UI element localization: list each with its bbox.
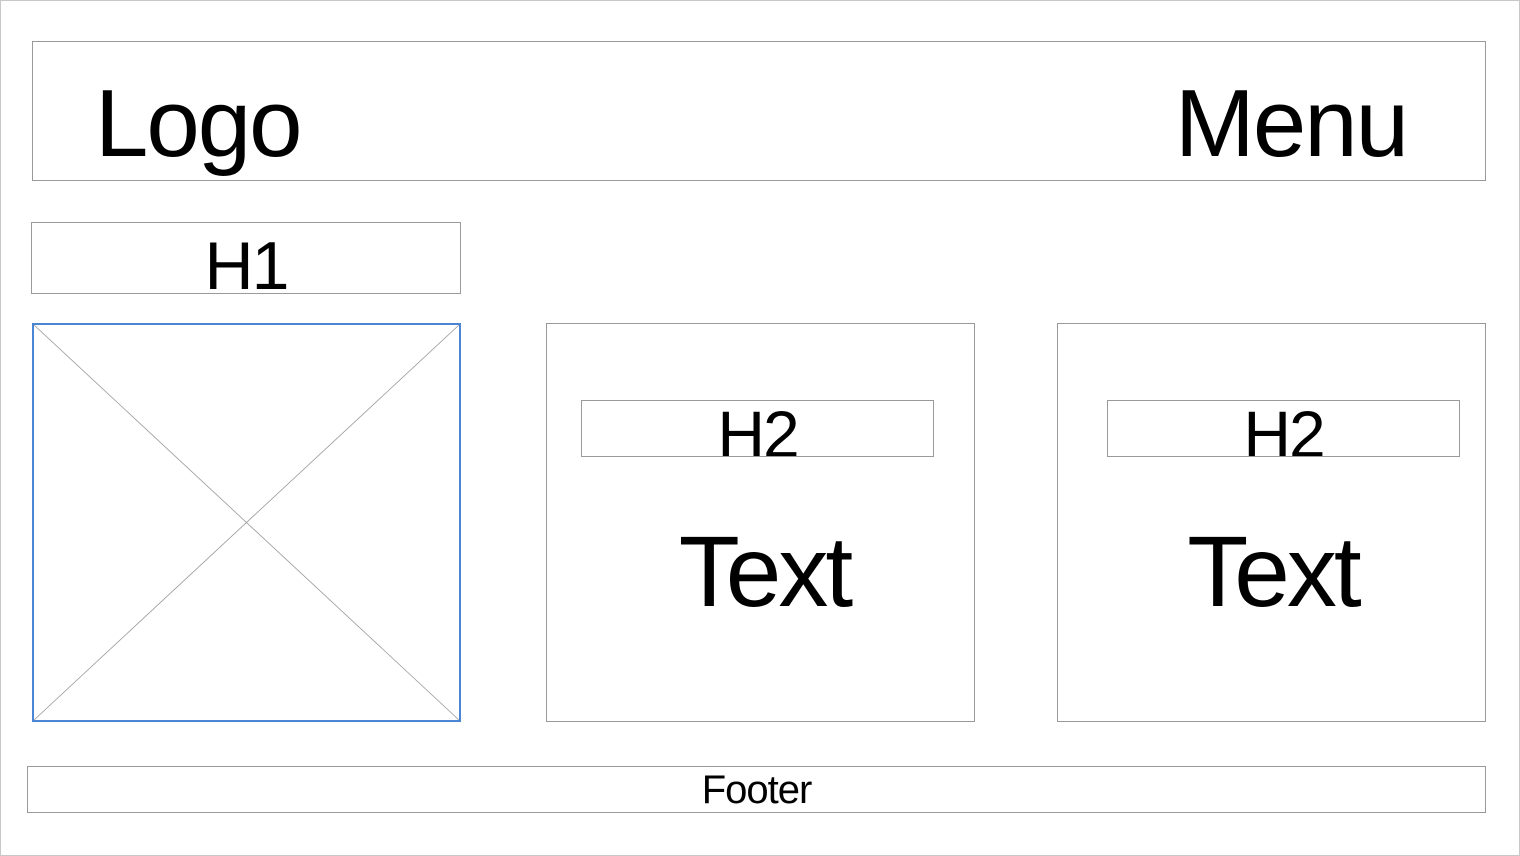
footer: Footer <box>27 766 1486 813</box>
card-text: Text <box>1187 516 1361 628</box>
h1-heading: H1 <box>204 228 290 294</box>
h1-heading-box: H1 <box>31 222 461 294</box>
content-card-2: H2 Text <box>1057 323 1486 722</box>
card-text: Text <box>678 516 853 628</box>
image-placeholder-icon <box>34 325 459 720</box>
h2-heading-box: H2 <box>581 400 934 457</box>
logo[interactable]: Logo <box>95 70 303 177</box>
h2-heading: H2 <box>717 400 799 457</box>
footer-label: Footer <box>701 768 813 812</box>
h2-heading-box: H2 <box>1107 400 1460 457</box>
menu[interactable]: Menu <box>1174 70 1409 177</box>
header: Logo Menu <box>32 41 1486 181</box>
content-card-1: H2 Text <box>546 323 975 722</box>
h2-heading: H2 <box>1243 400 1325 457</box>
image-placeholder[interactable] <box>32 323 461 722</box>
